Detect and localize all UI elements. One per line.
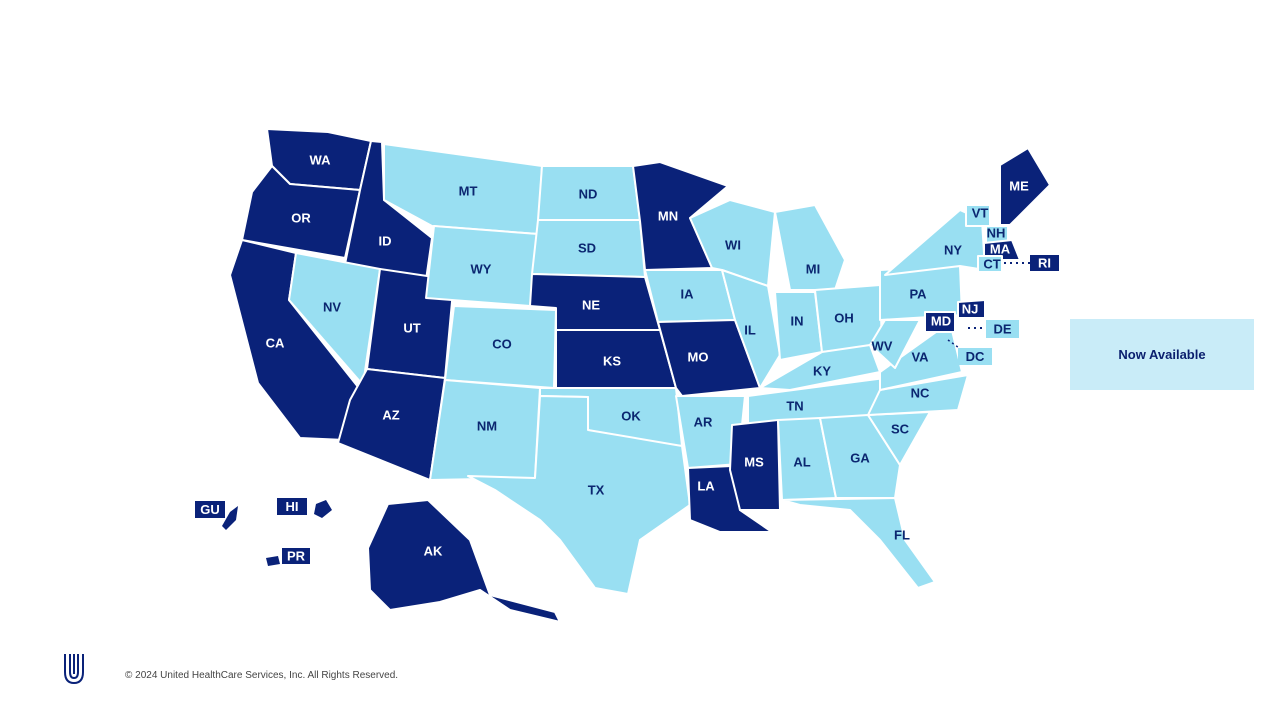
state-label-mn: MN [658,208,678,223]
state-fl[interactable] [781,497,936,589]
state-label-in: IN [791,313,804,328]
badge-ri[interactable] [1030,255,1059,271]
guam-island[interactable] [222,506,238,530]
badge-label-hi: HI [286,499,299,514]
state-label-il: IL [744,322,756,337]
badge-label-gu: GU [200,502,220,517]
state-label-wy: WY [471,261,492,276]
badge-label-de: DE [993,321,1011,336]
state-label-ma: MA [990,241,1011,256]
state-label-mo: MO [688,349,709,364]
state-label-ms: MS [744,454,764,469]
state-label-ct: CT [983,256,1000,271]
state-mi[interactable] [774,204,846,291]
state-ky[interactable] [759,344,881,391]
state-label-nd: ND [579,186,598,201]
hawaii-islands[interactable] [314,500,332,518]
state-nj[interactable] [957,299,986,319]
state-label-oh: OH [834,310,854,325]
state-or[interactable] [241,165,361,259]
state-label-co: CO [492,336,512,351]
state-label-ar: AR [694,414,713,429]
state-label-ne: NE [582,297,600,312]
state-label-ga: GA [850,450,870,465]
state-label-tn: TN [786,398,803,413]
state-md[interactable] [924,311,956,333]
state-label-ny: NY [944,242,962,257]
state-label-vt: VT [972,205,989,220]
callout-lines [947,262,1030,351]
state-id[interactable] [344,140,433,281]
state-label-ky: KY [813,363,831,378]
state-label-al: AL [793,454,810,469]
state-me[interactable] [999,147,1051,226]
state-label-me: ME [1009,178,1029,193]
state-label-id: ID [379,233,392,248]
state-label-nj: NJ [962,301,979,316]
badge-pr[interactable] [282,548,310,564]
state-label-md: MD [931,313,951,328]
badge-dc[interactable] [958,348,992,365]
state-label-nh: NH [987,225,1006,240]
state-label-wa: WA [310,152,332,167]
badge-label-dc: DC [966,349,985,364]
state-label-ok: OK [621,408,641,423]
state-az[interactable] [337,368,446,481]
state-label-pa: PA [909,286,927,301]
state-label-ca: CA [266,335,285,350]
legend-label: Now Available [1118,347,1206,362]
state-label-nv: NV [323,299,341,314]
badge-gu[interactable] [195,501,225,518]
state-label-ks: KS [603,353,621,368]
state-label-mt: MT [459,183,478,198]
state-label-ut: UT [403,320,420,335]
state-ga[interactable] [819,414,901,499]
state-ct[interactable] [977,255,1003,273]
state-nc[interactable] [867,374,969,416]
legend-now-available: Now Available [1070,319,1254,390]
state-label-mi: MI [806,261,820,276]
state-label-nm: NM [477,418,497,433]
badge-label-ri: RI [1038,255,1051,270]
badge-hi[interactable] [277,498,307,515]
state-label-sd: SD [578,240,596,255]
state-label-tx: TX [588,482,605,497]
state-label-or: OR [291,210,311,225]
state-label-wv: WV [872,338,893,353]
puerto-rico-island[interactable] [266,556,280,566]
state-label-wi: WI [725,237,741,252]
copyright-footer: © 2024 United HealthCare Services, Inc. … [125,670,399,681]
state-label-ak: AK [424,543,443,558]
state-label-nc: NC [911,385,930,400]
state-wv[interactable] [869,319,921,369]
state-tx[interactable] [467,395,691,595]
badge-de[interactable] [986,320,1019,338]
state-va[interactable] [879,321,963,391]
state-label-fl: FL [894,527,910,542]
state-label-sc: SC [891,421,910,436]
state-ms[interactable] [729,419,781,511]
state-label-la: LA [697,478,715,493]
state-ak[interactable] [367,499,561,623]
badge-label-pr: PR [287,548,306,563]
state-mo[interactable] [657,319,761,397]
state-label-va: VA [911,349,929,364]
state-label-ia: IA [681,286,695,301]
state-il[interactable] [721,269,781,389]
state-label-az: AZ [382,407,399,422]
unitedhealthcare-u-logo-icon [64,654,84,685]
